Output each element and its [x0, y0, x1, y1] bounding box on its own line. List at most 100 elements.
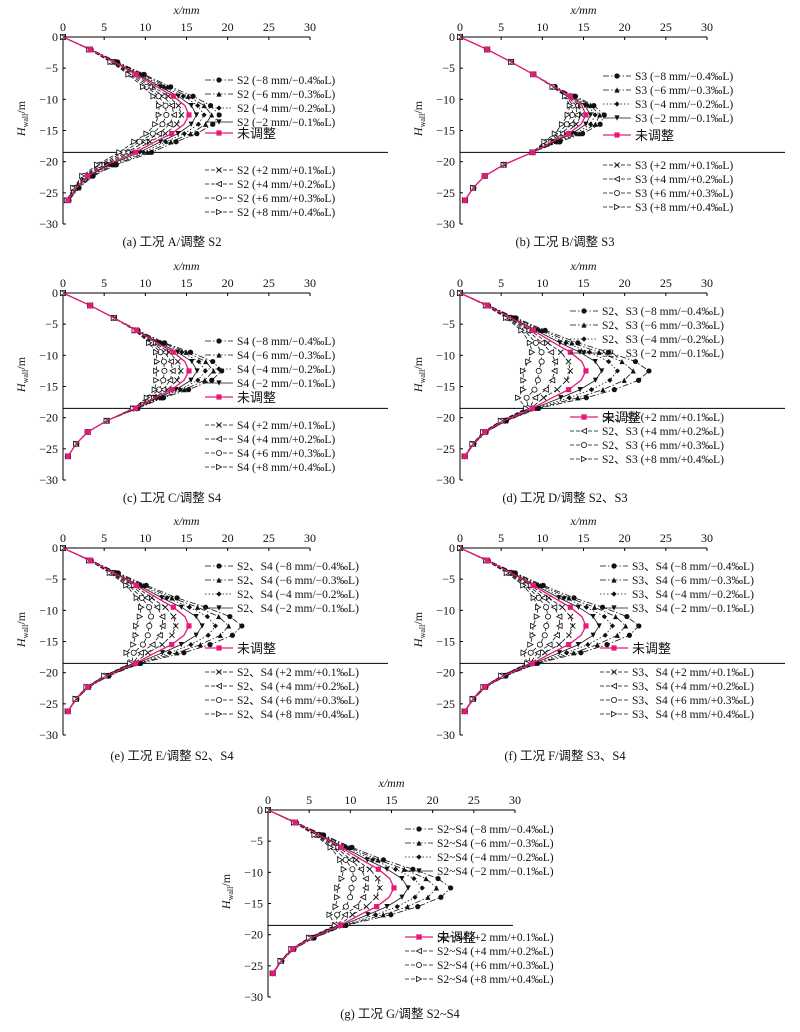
x-tick-label: 25: [263, 276, 275, 290]
tri-right-marker: [334, 884, 341, 892]
tri-left-marker: [551, 358, 559, 365]
legend-entry: S3、S4 (+4 mm/+0.2‰L): [600, 681, 754, 693]
x-marker: [566, 632, 572, 639]
diamond-marker: [370, 857, 376, 863]
square-marker: [614, 132, 620, 138]
tri-right-marker: [338, 875, 346, 882]
series-line: [267, 809, 452, 974]
tri-right-marker: [215, 208, 223, 216]
circle-open-marker: [163, 111, 170, 118]
tri-left-marker: [542, 386, 549, 393]
circle-marker: [583, 395, 589, 401]
tri-down-marker: [216, 605, 222, 611]
tri-left-marker: [540, 594, 547, 602]
y-tick-label: −30: [39, 728, 58, 742]
legend-entry: S2、S3 (−4 mm/−0.2‰L): [570, 334, 724, 346]
tri-right-marker: [502, 314, 510, 322]
x-tick-label: 5: [306, 793, 312, 807]
square-marker: [85, 684, 91, 690]
tri-right-marker: [123, 649, 131, 656]
triangle-marker: [187, 131, 194, 137]
tri-left-marker: [170, 111, 177, 119]
diamond-marker: [180, 93, 186, 99]
tri-left-marker: [359, 894, 367, 901]
circle-open-marker: [538, 349, 545, 356]
tri-right-marker: [503, 569, 511, 577]
diamond-marker: [561, 595, 567, 601]
diamond-marker: [186, 604, 193, 610]
triangle-marker: [168, 139, 174, 145]
tri-down-marker: [188, 102, 194, 109]
legend-entry: S2、S4 (−4 mm/−0.2‰L): [205, 589, 359, 601]
legend-label: 未调整: [437, 930, 476, 945]
circle-open-marker: [538, 358, 545, 365]
tri-down-marker: [157, 84, 163, 90]
tri-right-marker: [581, 455, 588, 463]
triangle-marker: [181, 387, 188, 393]
triangle-marker: [216, 352, 222, 358]
circle-marker: [435, 875, 441, 882]
tri-down-marker: [590, 632, 596, 638]
triangle-marker: [202, 377, 208, 383]
tri-right-marker: [564, 111, 572, 119]
square-marker: [566, 387, 572, 393]
square-marker: [567, 93, 573, 99]
legend-label: S3 (+6 mm/+0.3‰L): [635, 188, 733, 200]
triangle-marker: [623, 623, 629, 629]
panel-caption: (c) 工况 C/调整 S4: [123, 490, 222, 505]
x-marker: [216, 669, 222, 675]
circle-open-marker: [159, 121, 166, 128]
series-line: [459, 292, 556, 457]
square-marker: [65, 708, 71, 714]
circle-open-marker: [536, 641, 543, 648]
series-line: [459, 36, 571, 201]
circle-open-marker: [160, 377, 167, 384]
circle-marker: [601, 112, 607, 118]
circle-open-marker: [349, 866, 356, 873]
legend-label: S2、S4 (+6 mm/+0.3‰L): [237, 695, 359, 707]
y-axis-label: Hwall/m: [411, 100, 427, 137]
y-tick-label: −5: [45, 61, 58, 75]
circle-marker: [194, 131, 200, 137]
circle-marker: [190, 93, 196, 99]
circle-open-marker: [611, 697, 618, 704]
y-tick-label: 0: [52, 286, 58, 300]
circle-open-marker: [160, 358, 167, 365]
x-tick-label: 5: [101, 531, 107, 545]
legend-entry: S3 (+8 mm/+0.4‰L): [603, 202, 733, 214]
legend-label: S2、S4 (−2 mm/−0.1‰L): [237, 603, 359, 615]
y-tick-label: −20: [39, 411, 58, 425]
tri-right-marker: [551, 130, 559, 137]
y-tick-label: −25: [436, 186, 455, 200]
tri-left-marker: [550, 367, 558, 375]
legend-entry: S3、S4 (−2 mm/−0.1‰L): [600, 603, 754, 615]
x-axis-label: x/mm: [570, 3, 597, 17]
legend-label: 未调整: [237, 390, 276, 405]
legend-entry: S2、S4 (+6 mm/+0.3‰L): [205, 695, 359, 707]
x-marker: [172, 622, 179, 629]
square-marker: [170, 93, 176, 99]
tri-right-marker: [337, 856, 344, 864]
legend-label: S2、S4 (+2 mm/+0.1‰L): [237, 667, 359, 679]
diamond-marker: [195, 121, 202, 127]
x-tick-label: 15: [578, 276, 590, 290]
tri-right-marker: [151, 386, 159, 393]
y-tick-label: −15: [39, 380, 58, 394]
tri-right-marker: [562, 92, 569, 100]
diamond-marker: [588, 387, 595, 393]
series-line: [459, 547, 539, 712]
x-marker: [569, 622, 576, 629]
triangle-marker: [202, 121, 209, 127]
legend-label: 未调整: [602, 410, 641, 425]
tri-right-marker: [94, 161, 101, 169]
circle-open-marker: [545, 613, 552, 620]
square-marker: [169, 387, 175, 393]
square-marker: [216, 645, 222, 651]
y-tick-label: −25: [39, 697, 58, 711]
series-line: [267, 809, 345, 974]
legend-label: S2~S4 (+6 mm/+0.3‰L): [437, 960, 554, 972]
diamond-marker: [412, 894, 418, 900]
circle-marker: [624, 613, 630, 620]
x-marker: [540, 394, 547, 401]
tri-left-marker: [137, 649, 144, 656]
